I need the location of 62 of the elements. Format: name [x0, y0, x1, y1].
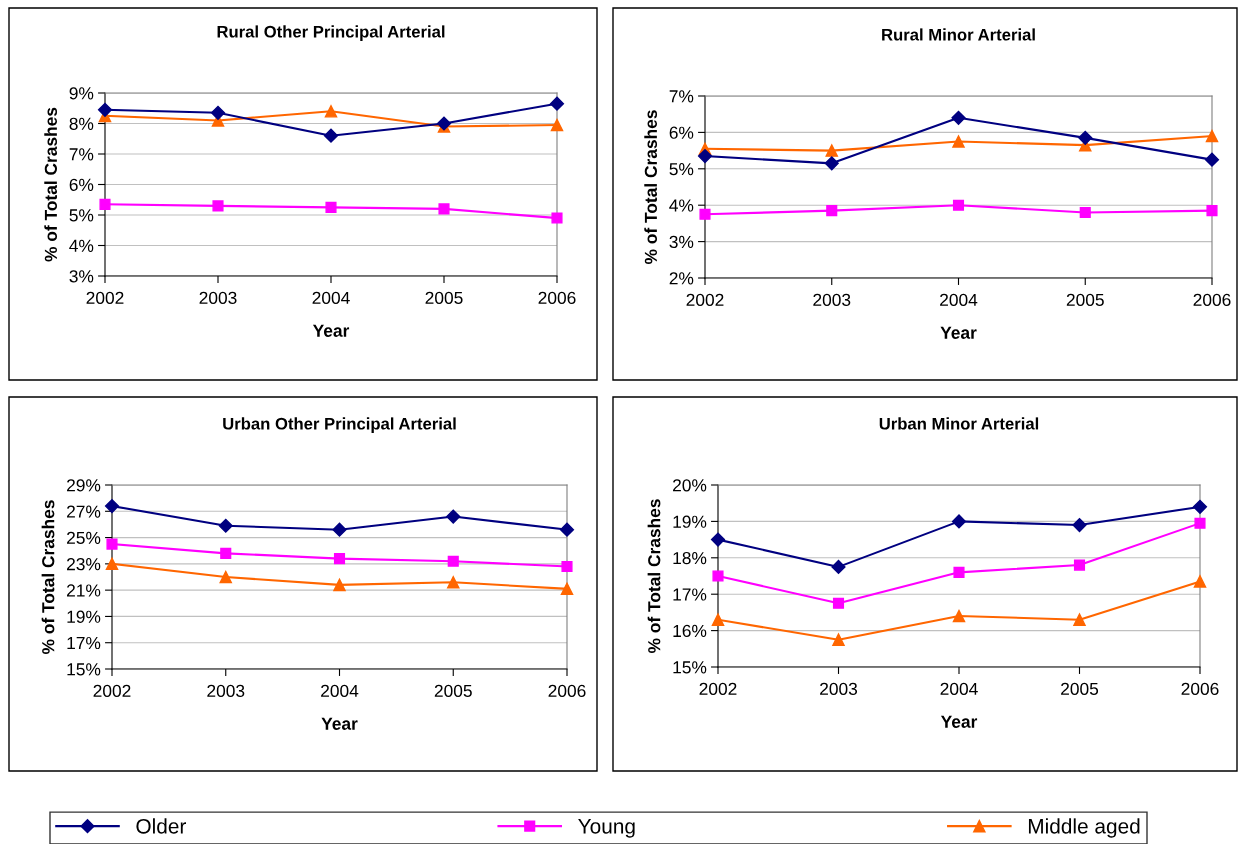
x-tick-label: 2004	[940, 682, 978, 696]
y-tick-label: 25%	[67, 531, 101, 545]
x-tick-label: 2006	[1181, 682, 1219, 696]
chart-title: Urban Minor Arterial	[879, 417, 1039, 430]
y-tick-label: 6%	[69, 178, 94, 191]
y-tick-label: 7%	[69, 148, 94, 161]
y-tick-label: 6%	[669, 126, 694, 139]
x-tick-label: 2002	[699, 682, 737, 696]
x-tick-label: 2003	[813, 293, 851, 307]
y-tick-label: 15%	[67, 663, 101, 676]
x-tick-label: 2005	[1061, 682, 1099, 696]
y-tick-label: 18%	[673, 551, 707, 565]
legend-label: Young	[578, 819, 635, 838]
y-axis-title: % of Total Crashes	[647, 499, 661, 654]
y-tick-label: 21%	[67, 584, 101, 597]
y-tick-label: 9%	[69, 87, 94, 100]
y-tick-label: 2%	[669, 272, 694, 285]
y-axis-title: % of Total Crashes	[41, 500, 55, 655]
y-tick-label: 16%	[673, 624, 707, 638]
y-axis-title: % of Total Crashes	[644, 110, 658, 265]
chart-title: Rural Minor Arterial	[882, 28, 1035, 41]
x-tick-label: 2006	[548, 684, 586, 698]
x-tick-label: 2003	[207, 684, 245, 698]
y-tick-label: 17%	[67, 636, 101, 650]
y-tick-label: 20%	[673, 479, 707, 492]
x-tick-label: 2005	[425, 291, 463, 305]
y-tick-label: 8%	[69, 117, 94, 130]
y-tick-label: 4%	[669, 199, 694, 212]
chart-title: Rural Other Principal Arterial	[217, 25, 445, 41]
legend-label: Middle aged	[1028, 818, 1140, 838]
y-tick-label: 5%	[69, 209, 94, 222]
x-axis-title: Year	[940, 326, 977, 339]
y-tick-label: 7%	[669, 90, 694, 103]
y-tick-label: 5%	[669, 163, 694, 176]
y-tick-label: 19%	[673, 515, 707, 528]
x-tick-label: 2002	[93, 684, 131, 698]
x-tick-label: 2002	[86, 291, 124, 305]
x-axis-title: Year	[940, 715, 978, 728]
x-tick-label: 2004	[312, 291, 350, 305]
x-axis-title: Year	[321, 717, 358, 730]
x-tick-label: 2004	[940, 293, 978, 307]
legend-label: Older	[136, 818, 187, 834]
x-tick-label: 2005	[1066, 293, 1104, 307]
x-tick-label: 2002	[686, 293, 724, 307]
chart-title: Urban Other Principal Arterial	[223, 417, 456, 433]
x-tick-label: 2006	[1193, 293, 1231, 307]
y-tick-label: 27%	[67, 505, 101, 518]
y-tick-label: 29%	[67, 479, 101, 492]
x-tick-label: 2004	[321, 684, 359, 698]
y-tick-label: 3%	[669, 235, 694, 249]
y-tick-label: 15%	[673, 661, 707, 674]
y-tick-label: 23%	[67, 558, 101, 571]
y-axis-title: % of Total Crashes	[44, 107, 58, 262]
x-axis-title: Year	[312, 324, 350, 337]
x-tick-label: 2006	[538, 291, 576, 305]
y-tick-label: 17%	[673, 588, 707, 601]
x-tick-label: 2003	[820, 682, 858, 696]
x-tick-label: 2003	[199, 291, 237, 305]
y-tick-label: 4%	[69, 239, 94, 252]
x-tick-label: 2005	[434, 684, 472, 698]
y-tick-label: 3%	[69, 270, 94, 283]
y-tick-label: 19%	[67, 610, 101, 623]
